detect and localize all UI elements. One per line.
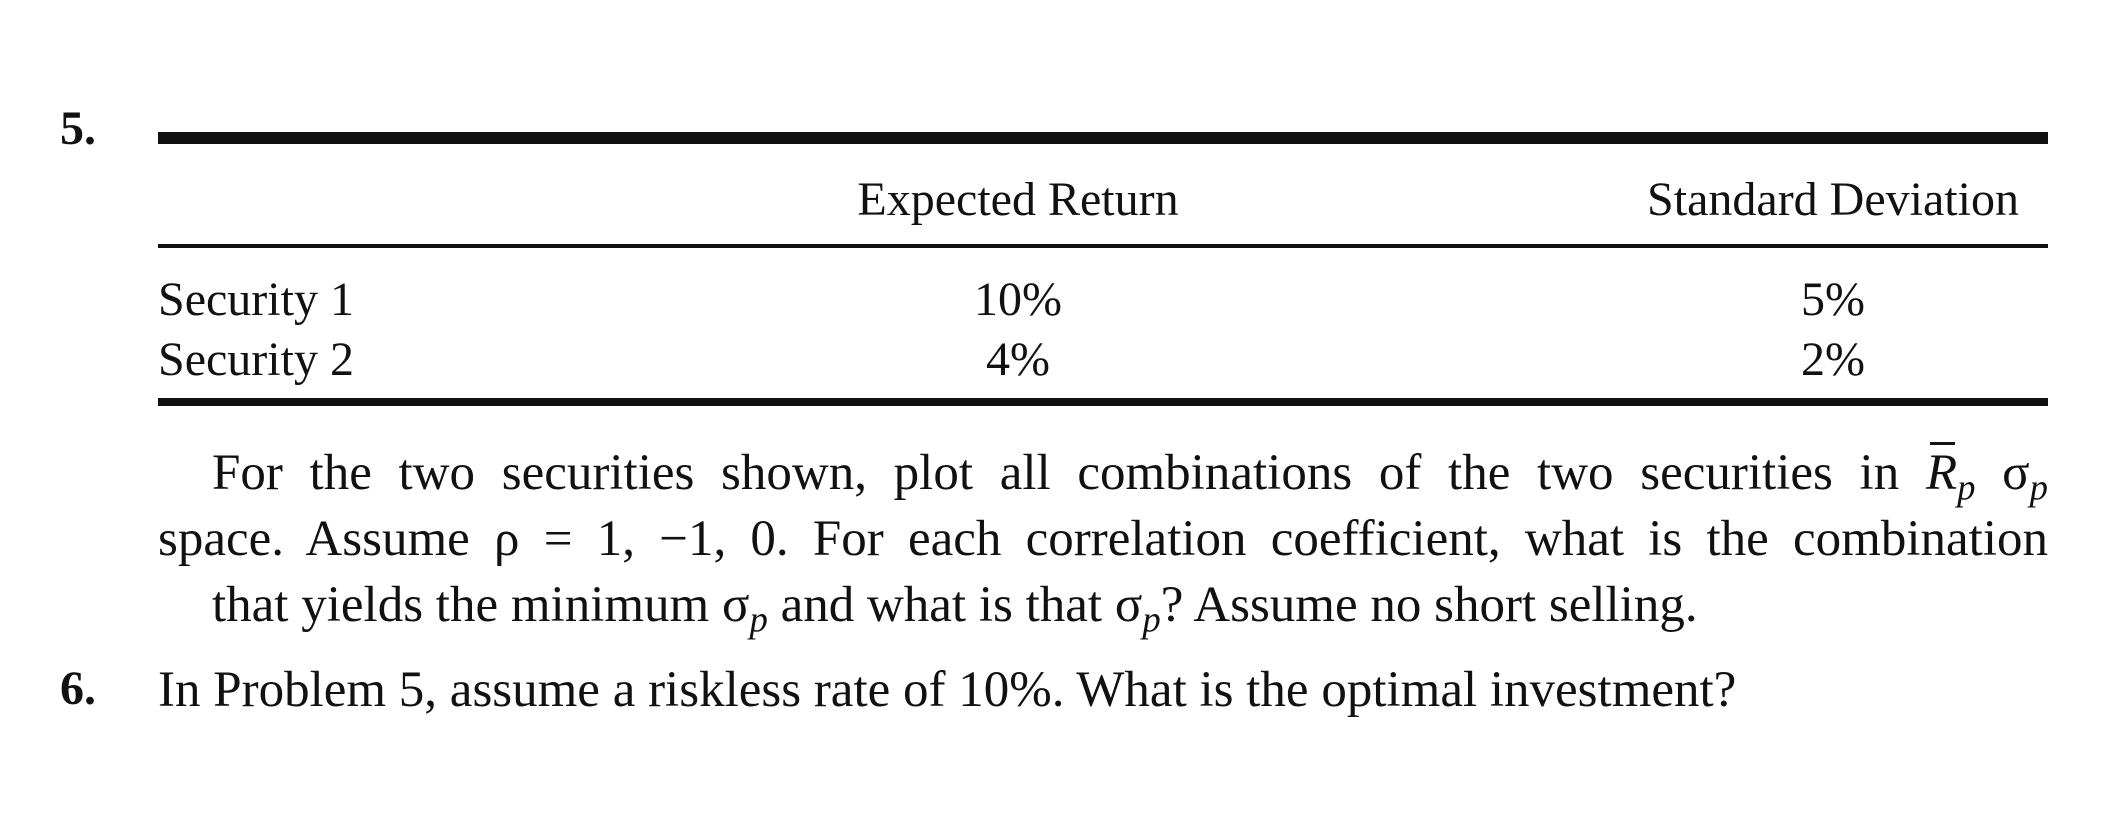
problem-5-line-3-text-c: ? Assume no short selling. [1160, 577, 1698, 633]
table-header-rule [158, 244, 2048, 248]
standard-deviation-value: 5% [1801, 273, 1865, 326]
header-expected-return: Expected Return [857, 173, 1179, 226]
table-top-rule [158, 132, 2048, 144]
securities-table: Expected Return Standard Deviation Secur… [158, 132, 2048, 406]
problem-6-text: In Problem 5, assume a riskless rate of … [158, 662, 1737, 718]
problem-5-line-3: that yields the minimum σp and what is t… [158, 572, 2048, 638]
table-row: Security 2 4% 2% [158, 332, 2048, 392]
problem-5-text: For the two securities shown, plot all c… [158, 440, 2048, 638]
sigma-symbol: σ [721, 577, 750, 633]
table-row: Security 1 10% 5% [158, 272, 2048, 332]
problem-6-number: 6. [60, 662, 96, 715]
subscript-p: p [2029, 466, 2049, 508]
mean-return-symbol: R [1926, 440, 1957, 506]
problem-5-number: 5. [60, 102, 96, 155]
subscript-p: p [749, 598, 768, 640]
table-body: Security 1 10% 5% Security 2 4% 2% [158, 248, 2048, 398]
row-label: Security 2 [158, 333, 354, 386]
header-standard-deviation: Standard Deviation [1647, 173, 2019, 226]
problem-5-line-1: For the two securities shown, plot all c… [158, 440, 2048, 506]
standard-deviation-value: 2% [1801, 333, 1865, 386]
subscript-p: p [1142, 598, 1161, 640]
expected-return-value: 4% [986, 333, 1050, 386]
table-header-row: Expected Return Standard Deviation [158, 144, 2048, 244]
table-bottom-rule [158, 398, 2048, 406]
subscript-p: p [1957, 466, 1976, 508]
sigma-symbol: σ [1114, 577, 1143, 633]
sigma-symbol: σ [2002, 445, 2030, 501]
problem-5-line-3-text-b: and what is that [780, 577, 1103, 633]
problem-5-line-2: space. Assume ρ = 1, −1, 0. For each cor… [158, 511, 2048, 567]
expected-return-value: 10% [974, 273, 1062, 326]
problem-5-line-1-text: For the two securities shown, plot all c… [212, 445, 1900, 501]
row-label: Security 1 [158, 273, 354, 326]
problem-5-line-3-text-a: that yields the minimum [212, 577, 710, 633]
